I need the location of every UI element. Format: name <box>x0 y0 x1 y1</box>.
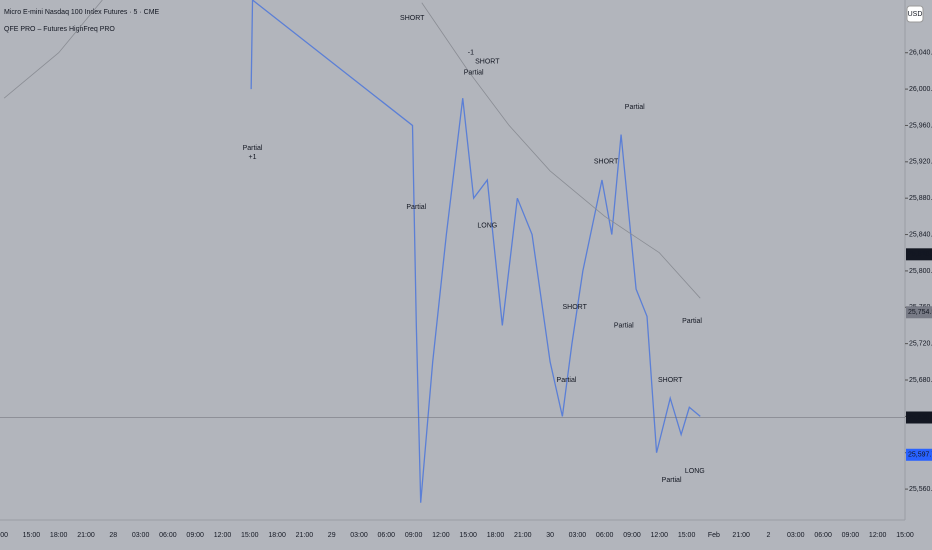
price-tag <box>906 448 932 461</box>
x-tick-label: 21:00 <box>296 532 314 539</box>
x-tick-label: 12:00 <box>214 532 232 539</box>
x-tick-label: 28 <box>109 532 117 539</box>
x-tick-label: 06:00 <box>814 532 832 539</box>
signal-label: Partial <box>662 477 682 484</box>
x-tick-label: 18:00 <box>50 532 68 539</box>
x-tick-label: 12:00 <box>651 532 669 539</box>
x-tick-label: 29 <box>328 532 336 539</box>
y-tick-label: 26,040.00 <box>909 50 932 57</box>
x-tick-label: 09:00 <box>842 532 860 539</box>
x-tick-label: 2 <box>767 532 771 539</box>
y-tick-label: 25,880.00 <box>909 195 932 202</box>
price-tag-label: 25,754.50 <box>908 309 932 316</box>
x-tick-label: 06:00 <box>378 532 396 539</box>
price-tag <box>906 306 932 319</box>
price-tag-label: 25,818.25 <box>908 251 932 258</box>
y-tick-label: 26,000.00 <box>909 86 932 93</box>
signal-label: SHORT <box>658 377 683 384</box>
signal-label: Partial <box>614 322 634 329</box>
x-tick-label: 21:00 <box>77 532 95 539</box>
series-line <box>250 0 701 503</box>
x-tick-label: 03:00 <box>787 532 805 539</box>
y-tick-label: 25,720.00 <box>909 340 932 347</box>
signal-label: Partial <box>406 204 426 211</box>
signal-label: SHORT <box>594 159 619 166</box>
x-tick-label: 03:00 <box>569 532 587 539</box>
series-line <box>421 2 701 299</box>
x-tick-label: 06:00 <box>159 532 177 539</box>
signal-label: Partial <box>464 70 484 77</box>
y-tick-label: 25,960.00 <box>909 122 932 129</box>
currency-button[interactable] <box>906 5 924 23</box>
series-line <box>3 0 103 99</box>
x-tick-label: 15:00 <box>241 532 259 539</box>
y-tick-label: 25,800.00 <box>909 268 932 275</box>
signal-label: +1 <box>249 154 257 161</box>
x-tick-label: 15:00 <box>896 532 914 539</box>
x-tick-label: 18:00 <box>487 532 505 539</box>
price-tag <box>906 248 932 261</box>
x-tick-label: 00 <box>0 532 8 539</box>
signal-label: LONG <box>477 222 497 229</box>
signal-label: Partial <box>557 377 577 384</box>
signal-label: SHORT <box>562 304 587 311</box>
x-tick-label: 03:00 <box>132 532 150 539</box>
signal-label: LONG <box>685 468 705 475</box>
price-tag <box>906 411 932 424</box>
x-tick-label: 30 <box>546 532 554 539</box>
y-tick-label: 25,560.00 <box>909 486 932 493</box>
y-tick-label: 25,680.00 <box>909 377 932 384</box>
signal-label: SHORT <box>475 59 500 66</box>
x-tick-label: 06:00 <box>596 532 614 539</box>
x-tick-label: 21:00 <box>732 532 750 539</box>
indicator-name: QFE PRO – Futures HighFreq PRO <box>4 26 115 33</box>
price-tag-label: 25,597.75 <box>908 452 932 459</box>
x-tick-label: 15:00 <box>23 532 41 539</box>
x-tick-label: 12:00 <box>432 532 450 539</box>
currency[interactable]: USD <box>908 11 923 18</box>
signal-label: SHORT <box>400 15 425 22</box>
x-tick-label: 18:00 <box>268 532 286 539</box>
signal-label: Partial <box>682 318 702 325</box>
y-tick-label: 25,840.00 <box>909 231 932 238</box>
price-tag-label: 25,638.75 <box>908 414 932 421</box>
signal-label: Partial <box>625 104 645 111</box>
x-tick-label: 09:00 <box>186 532 204 539</box>
x-tick-label: Feb <box>708 532 720 539</box>
x-tick-label: 09:00 <box>623 532 641 539</box>
x-tick-label: 12:00 <box>869 532 887 539</box>
signal-label: -1 <box>468 50 474 57</box>
x-tick-label: 09:00 <box>405 532 423 539</box>
y-tick-label: 25,920.00 <box>909 159 932 166</box>
x-tick-label: 15:00 <box>459 532 477 539</box>
signal-label: Partial <box>243 145 263 152</box>
x-tick-label: 15:00 <box>678 532 696 539</box>
x-tick-label: 21:00 <box>514 532 532 539</box>
x-tick-label: 03:00 <box>350 532 368 539</box>
chart-title: Micro E-mini Nasdaq 100 Index Futures · … <box>4 9 160 16</box>
